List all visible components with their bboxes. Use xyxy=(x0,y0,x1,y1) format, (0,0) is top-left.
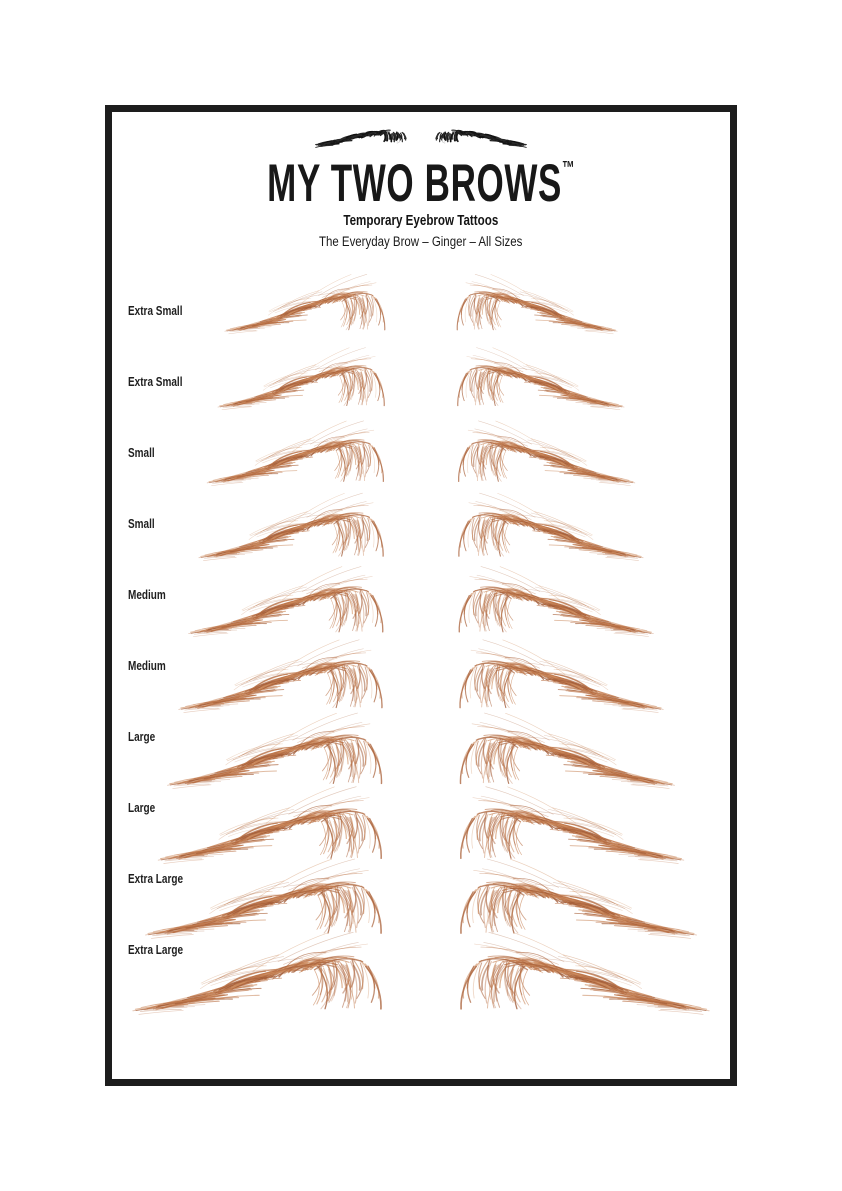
right-eyebrow-illustration xyxy=(459,712,676,790)
brand-logo xyxy=(112,125,730,150)
size-label: Small xyxy=(128,517,155,531)
size-label: Extra Small xyxy=(128,304,183,318)
eyebrow-pair xyxy=(195,492,648,562)
left-eyebrow-illustration xyxy=(206,419,384,486)
size-row: Large xyxy=(112,712,730,790)
logo-left-eyebrow-icon xyxy=(314,129,407,149)
size-row: Small xyxy=(112,419,730,501)
size-row: Extra Small xyxy=(112,346,730,430)
brand-title-row: MY TWO BROWS™ xyxy=(112,154,730,213)
right-eyebrow-illustration xyxy=(458,492,644,562)
brand-title: MY TWO BROWS™ xyxy=(267,154,575,213)
eyebrow-pair xyxy=(127,931,715,1016)
right-eyebrow-illustration xyxy=(458,565,655,638)
brand-title-text: MY TWO BROWS xyxy=(267,154,563,213)
size-row: Small xyxy=(112,492,730,572)
right-eyebrow-illustration xyxy=(459,639,664,714)
size-label: Extra Small xyxy=(128,375,183,389)
size-rows: Extra Small Extra Small Small Small Medium Me… xyxy=(112,273,730,1016)
left-eyebrow-illustration xyxy=(198,492,384,562)
product-subtitle: Temporary Eyebrow Tattoos xyxy=(343,213,499,229)
right-eyebrow-illustration xyxy=(456,273,618,335)
trademark-symbol: ™ xyxy=(562,158,575,179)
left-eyebrow-illustration xyxy=(132,931,382,1016)
size-label: Medium xyxy=(128,659,166,673)
size-chart-sheet: MY TWO BROWS™ Temporary Eyebrow Tattoos … xyxy=(105,105,737,1086)
right-eyebrow-illustration xyxy=(458,419,636,486)
size-row: Medium xyxy=(112,565,730,643)
size-row: Extra Large xyxy=(112,856,730,940)
size-label: Extra Large xyxy=(128,872,184,886)
eyebrow-pair xyxy=(163,712,680,790)
product-tagline: The Everyday Brow – Ginger – All Sizes xyxy=(319,234,523,249)
eyebrow-pair xyxy=(174,639,668,714)
size-row: Large xyxy=(112,785,730,864)
size-label: Medium xyxy=(128,588,166,602)
size-label: Small xyxy=(128,446,155,460)
size-label: Large xyxy=(128,730,156,744)
size-label: Extra Large xyxy=(128,943,184,957)
size-row: Extra Small xyxy=(112,273,730,359)
left-eyebrow-illustration xyxy=(217,346,385,411)
eyebrow-pair xyxy=(203,419,639,487)
size-row: Extra Large xyxy=(112,927,730,1016)
size-label: Large xyxy=(128,801,156,815)
left-eyebrow-illustration xyxy=(178,639,383,714)
product-tagline-row: The Everyday Brow – Ginger – All Sizes xyxy=(112,233,730,251)
left-eyebrow-illustration xyxy=(166,712,383,790)
right-eyebrow-illustration xyxy=(460,931,710,1016)
right-eyebrow-illustration xyxy=(457,346,625,411)
left-eyebrow-illustration xyxy=(224,273,386,335)
eyebrow-pair xyxy=(184,565,658,638)
size-row: Medium xyxy=(112,639,730,714)
left-eyebrow-illustration xyxy=(187,565,384,638)
eyebrow-pair xyxy=(221,273,621,335)
eyebrow-pair xyxy=(214,346,628,411)
product-subtitle-row: Temporary Eyebrow Tattoos xyxy=(112,212,730,230)
logo-right-eyebrow-icon xyxy=(435,129,528,149)
